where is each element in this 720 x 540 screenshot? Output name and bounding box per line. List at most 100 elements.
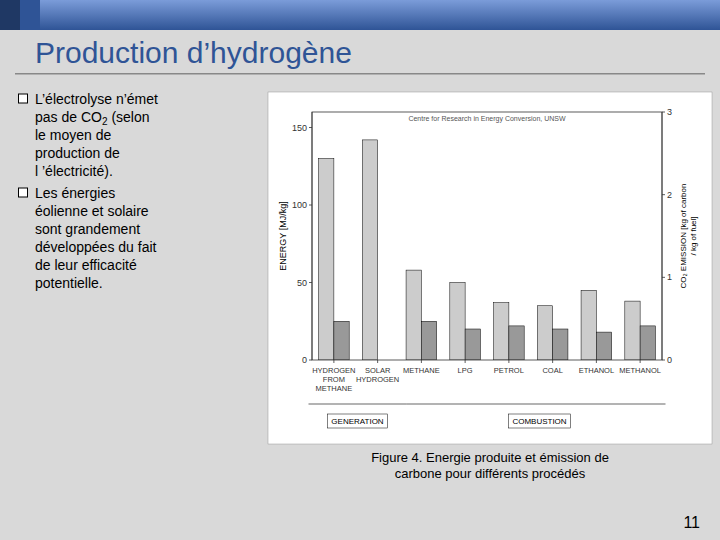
x-tick-label-line: METHANOL [619,366,661,375]
x-tick-label-line: HYDROGEN [312,366,355,375]
bar [465,329,480,360]
x-tick-label-line: ETHANOL [579,366,614,375]
x-tick-label-line: PETROL [494,366,524,375]
group-label: GENERATION [331,417,384,426]
bullet-line: L’électrolyse n’émet [35,91,158,107]
background [0,0,720,540]
bar [362,140,377,360]
bullet-text: sont grandement [35,221,140,237]
separator [15,73,705,75]
bar [319,159,334,361]
y-axis-label: ENERGY [MJ/kg] [278,201,288,270]
figure-caption: carbone pour différents procédés [395,466,586,481]
slide: Production d’hydrogène L’électrolyse n’ém… [0,0,720,540]
x-tick-label: HYDROGENFROMMETHANE [312,366,355,393]
x-tick [421,360,422,363]
x-tick [377,360,378,363]
group-label-box [327,414,387,428]
y2-axis-label: CO₂ EMISSION [kg of carbon/ kg of fuel] [679,184,698,289]
y2-axis-line [662,112,663,360]
y2-tick [662,277,665,278]
y2-axis-label-line: / kg of fuel] [689,216,698,255]
figure-caption: Figure 4. Energie produite et émission d… [371,450,609,465]
x-tick-label: COAL [542,366,562,375]
bar [450,283,465,361]
x-tick-label-line: METHANE [316,384,353,393]
y-tick-label: 50 [297,278,307,288]
y-tick-label: 0 [302,355,307,365]
bar [494,303,509,360]
bar [581,290,596,360]
x-tick-label-line: METHANE [403,366,440,375]
y-tick-label: 150 [292,123,307,133]
y-axis-line [312,112,313,360]
group-bracket [309,404,407,405]
bullet-line: pas de CO2 (selon [35,109,150,127]
x-tick [465,360,466,363]
bullet-text: l ’électricité). [35,163,113,179]
group-label-box [508,414,570,428]
bullet-line: l ’électricité). [35,163,113,179]
group-bracket [407,404,666,405]
x-tick-label-line: HYDROGEN [356,375,399,384]
bullet-text: production de [35,145,120,161]
header-bar [0,0,720,30]
x-tick-label: LPG [458,366,473,375]
x-tick-label: ETHANOL [579,366,614,375]
bar [640,326,655,360]
bar [537,306,552,360]
bullet-square [19,94,28,103]
bullet-square [19,188,28,197]
y-tick [309,205,312,206]
bullet-text: (selon [108,109,150,125]
x-tick-label-line: COAL [542,366,562,375]
bullet-line: le moyen de [35,127,111,143]
source-note: Centre for Research in Energy Conversion… [408,115,566,123]
y2-tick [662,194,665,195]
bar [421,321,436,360]
bars [319,140,656,360]
y2-axis-label-line: CO₂ EMISSION [kg of carbon [679,184,688,289]
chart: 0 50 100 150 0 1 2 3 ENERGY [MJ/kg] CO₂ EMISSION … [278,107,698,428]
bullet-line: production de [35,145,120,161]
bullet-line: potentielle. [35,275,103,291]
x-tick-label: METHANE [403,366,440,375]
y-tick [309,282,312,283]
bullet-text: potentielle. [35,275,103,291]
header-square [0,0,20,30]
x-tick [552,360,553,363]
bullet-text: L’électrolyse n’émet [35,91,158,107]
bar [553,329,568,360]
x-tick [333,360,334,363]
y-tick [309,127,312,128]
y2-tick-label: 2 [667,190,672,200]
bullet-line: de leur efficacité [35,257,137,273]
bullet-text: le moyen de [35,127,111,143]
y2-tick [662,112,665,113]
y2-tick [662,360,665,361]
bar [625,301,640,360]
x-tick [596,360,597,363]
x-tick-label: PETROL [494,366,524,375]
slide-title: Production d’hydrogène [35,36,352,69]
y2-tick-label: 3 [667,107,672,117]
bullet-text: développées du fait [35,239,157,255]
bar [596,332,611,360]
y2-tick-label: 0 [667,355,672,365]
bar [509,326,524,360]
y2-tick-label: 1 [667,272,672,282]
x-tick-label-line: LPG [458,366,473,375]
y-tick-label: 100 [292,200,307,210]
y-tick [309,360,312,361]
chart-panel [268,92,712,444]
bullet-line: développées du fait [35,239,157,255]
x-tick-label-line: FROM [323,375,345,384]
x-tick-label: METHANOL [619,366,661,375]
x-tick [508,360,509,363]
plot-frame [312,112,662,360]
x-tick [640,360,641,363]
bullet-line: sont grandement [35,221,140,237]
bullet-text: éolienne et solaire [35,203,149,219]
x-tick-label-line: SOLAR [365,366,391,375]
bar [334,321,349,360]
